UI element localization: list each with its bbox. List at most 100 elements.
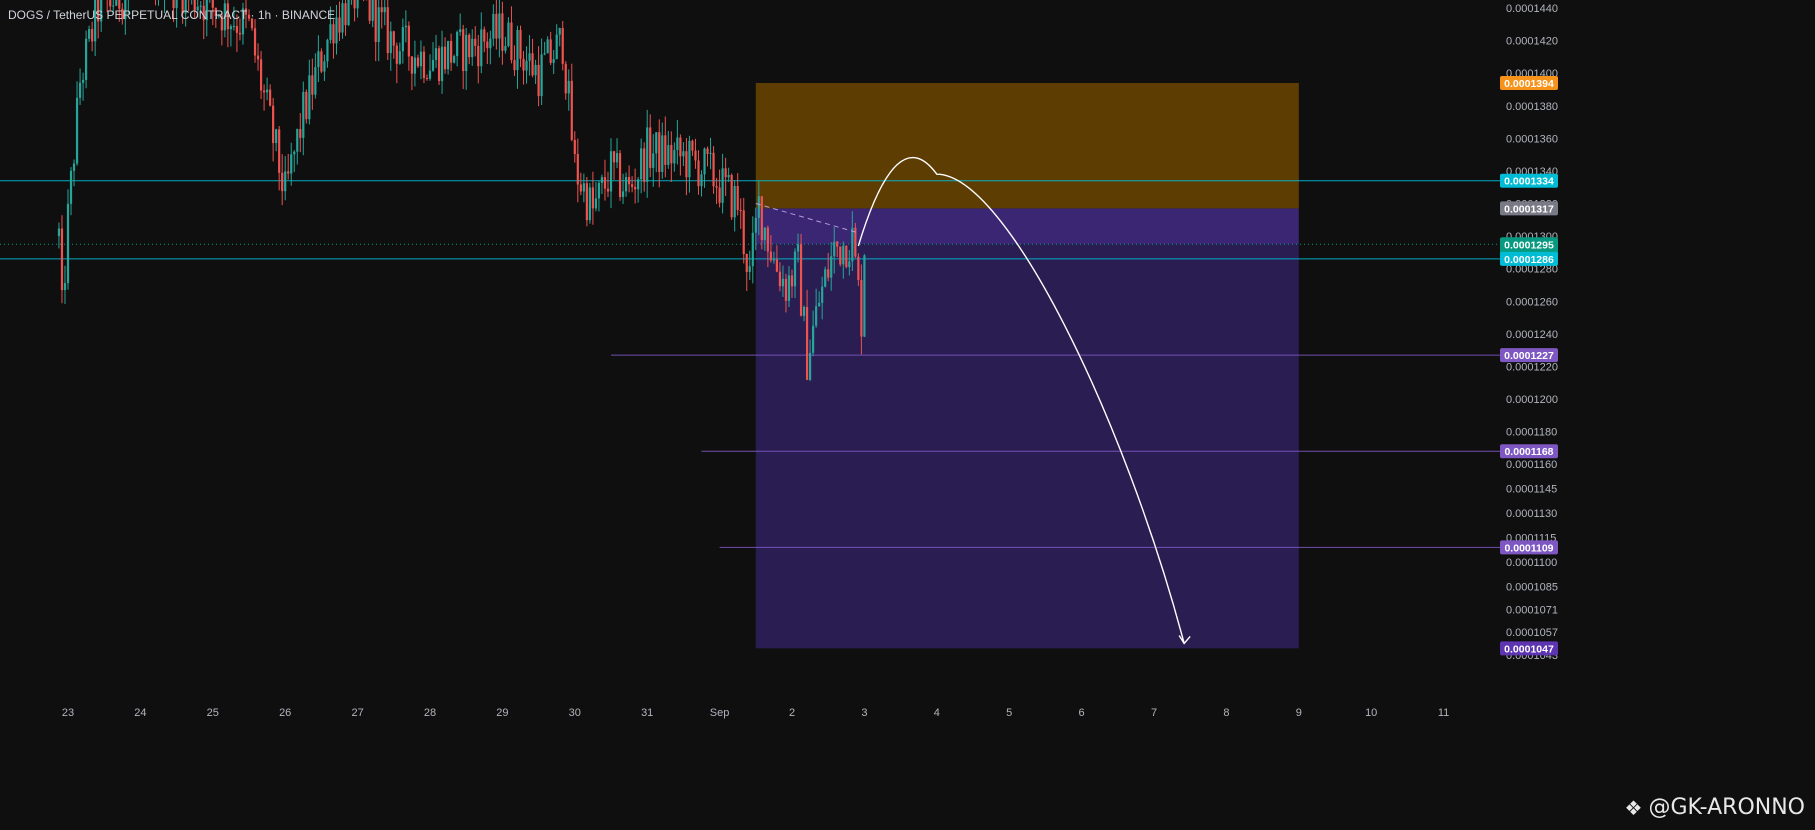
- candle-body: [199, 5, 202, 7]
- candle-body: [465, 34, 468, 72]
- candle-body: [232, 25, 236, 27]
- price-tag-label: 0.0001168: [1504, 446, 1553, 458]
- candle-body: [603, 177, 607, 189]
- candle-body: [507, 22, 510, 46]
- candle-body: [302, 91, 305, 138]
- candle-body: [628, 177, 631, 185]
- candle-body: [124, 0, 127, 20]
- candle-body: [175, 0, 178, 9]
- profit-zone-upper: [755, 208, 1299, 245]
- candle-body: [407, 25, 410, 57]
- candle-body: [416, 57, 420, 67]
- candle-body: [184, 0, 187, 14]
- candle-body: [537, 64, 540, 97]
- y-tick-label: 0.0001071: [1506, 604, 1558, 616]
- candle-body: [745, 254, 748, 273]
- candle-body: [100, 0, 103, 22]
- candle-body: [609, 151, 613, 192]
- candle-body: [314, 67, 317, 95]
- candle-body: [85, 38, 88, 80]
- candle-body: [172, 0, 175, 9]
- candle-body: [703, 148, 706, 175]
- candle-body: [712, 152, 715, 187]
- candle-body: [540, 54, 543, 97]
- candle-body: [766, 227, 769, 252]
- candle-body: [456, 32, 459, 57]
- candle-body: [754, 217, 757, 233]
- candle-body: [226, 3, 229, 30]
- candle-body: [591, 187, 594, 209]
- candle-body: [338, 17, 341, 33]
- candle-body: [854, 227, 857, 257]
- watermark-text: @GK-ARONNO: [1648, 795, 1805, 820]
- candle-body: [495, 13, 498, 39]
- price-tag-box: [1500, 540, 1558, 555]
- candle-body: [299, 129, 302, 138]
- candle-body: [220, 15, 223, 31]
- candle-body: [368, 0, 371, 21]
- candle-body: [205, 0, 208, 21]
- candle-body: [317, 51, 320, 68]
- y-tick-label: 0.0001380: [1506, 101, 1558, 113]
- candle-body: [353, 0, 356, 9]
- candle-body: [202, 5, 205, 21]
- candle-body: [332, 24, 335, 44]
- candle-body: [646, 127, 649, 182]
- candle-body: [392, 31, 395, 46]
- candle-body: [784, 278, 788, 301]
- candle-body: [335, 17, 338, 44]
- candle-body: [121, 8, 124, 20]
- candle-body: [706, 148, 709, 154]
- price-tag-label: 0.0001109: [1504, 542, 1553, 554]
- candle-body: [685, 151, 688, 178]
- x-tick-label: 30: [569, 707, 581, 719]
- candle-body: [308, 75, 311, 120]
- time-axis[interactable]: 23 24 25 26 27 28 29 30 31 Sep 2 3 4 5 6 7 8 9 10 11: [62, 707, 1449, 719]
- candle-body: [600, 177, 604, 183]
- candle-body: [733, 186, 736, 218]
- candle-body: [57, 228, 61, 237]
- candle-body: [404, 25, 407, 28]
- candle-body: [664, 135, 667, 165]
- candle-body: [558, 28, 561, 35]
- candle-body: [821, 286, 824, 303]
- candle-body: [489, 38, 492, 49]
- candle-body: [815, 306, 818, 326]
- price-tag-box: [1500, 201, 1558, 216]
- candle-body: [211, 0, 214, 8]
- candle-body: [546, 39, 549, 54]
- candle-body: [585, 183, 588, 221]
- candle-body: [247, 14, 251, 19]
- candle-body: [434, 48, 438, 60]
- candle-body: [812, 325, 815, 353]
- candle-body: [278, 129, 281, 173]
- candle-body: [287, 171, 290, 174]
- candle-body: [588, 187, 591, 221]
- x-tick-label: Sep: [710, 707, 730, 719]
- candle-body: [510, 22, 513, 61]
- candle-body: [763, 227, 766, 241]
- candle-body: [422, 51, 426, 78]
- price-tag-box: [1500, 348, 1558, 363]
- candle-body: [818, 302, 821, 307]
- candle-body: [769, 251, 772, 261]
- candle-body: [284, 171, 287, 192]
- candle-body: [760, 196, 763, 241]
- price-axis[interactable]: 0.00014400.00014200.00014000.00013800.00…: [1506, 3, 1558, 662]
- candle-body: [235, 25, 239, 33]
- candle-body: [269, 89, 272, 106]
- candle-body: [730, 174, 733, 218]
- x-tick-label: 31: [641, 707, 653, 719]
- candle-body: [275, 129, 278, 144]
- x-tick-label: 27: [351, 707, 363, 719]
- candle-body: [296, 129, 299, 152]
- candle-body: [253, 28, 257, 56]
- x-tick-label: 6: [1079, 707, 1085, 719]
- candle-body: [81, 79, 85, 83]
- candle-body: [196, 6, 199, 11]
- candle-body: [845, 245, 848, 268]
- y-tick-label: 0.0001130: [1506, 508, 1557, 520]
- candle-body: [374, 0, 377, 43]
- candle-body: [793, 251, 797, 287]
